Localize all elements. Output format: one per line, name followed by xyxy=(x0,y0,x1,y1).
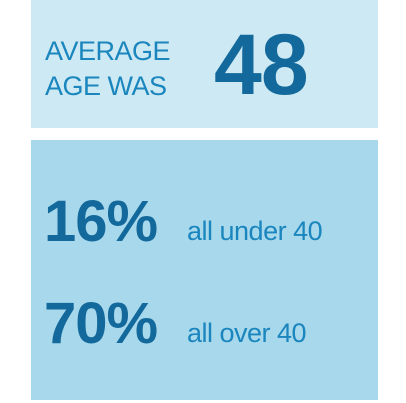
stat-value: 16% xyxy=(44,189,158,254)
stat-label: all under 40 xyxy=(187,216,323,246)
header-line: AGE WAS xyxy=(45,71,167,101)
average-age-value: 48 xyxy=(214,17,309,113)
stat-label: all over 40 xyxy=(187,318,307,348)
stats-panel: 16% all under 40 70% all over 40 xyxy=(31,140,378,400)
average-age-panel: AVERAGE AGE WAS 48 xyxy=(31,0,378,128)
stat-value: 70% xyxy=(44,291,158,356)
header-line: AVERAGE xyxy=(45,36,171,66)
